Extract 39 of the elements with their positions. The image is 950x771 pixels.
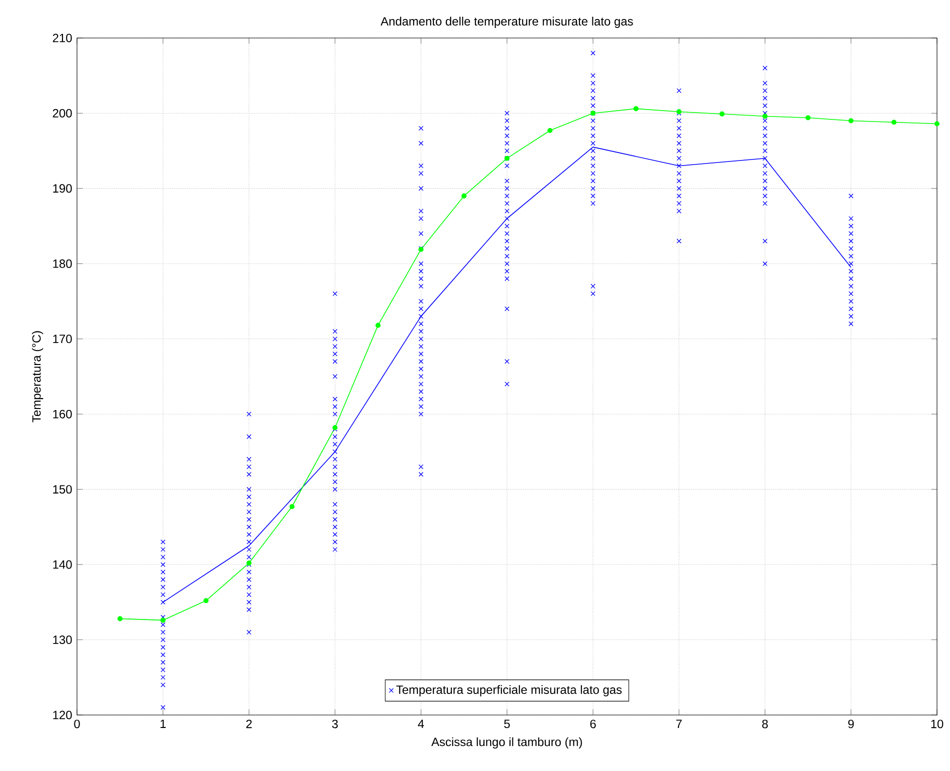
x-tick-label: 9 <box>848 720 854 728</box>
point <box>848 118 854 124</box>
y-tick-label: 170 <box>53 334 72 344</box>
y-tick-label: 120 <box>53 710 72 720</box>
x-tick-label: 4 <box>418 720 424 728</box>
x-axis-title: Ascissa lungo il tamburo (m) <box>431 737 582 749</box>
y-tick-label: 180 <box>53 259 72 268</box>
y-tick-label: 160 <box>53 410 72 418</box>
y-axis-title: Temperatura (°C) <box>32 331 44 422</box>
y-tick-label: 190 <box>53 184 72 193</box>
y-tick-label: 200 <box>52 108 72 118</box>
x-tick-label: 2 <box>246 720 252 728</box>
point <box>160 618 166 623</box>
point <box>117 616 123 622</box>
x-tick-label: 0 <box>74 720 80 728</box>
x-tick-label: 1 <box>160 720 166 728</box>
x-tick-label: 6 <box>590 720 596 728</box>
point <box>891 120 897 125</box>
chart-title: Andamento delle temperature misurate lato gas <box>380 16 633 28</box>
point <box>461 193 467 198</box>
point <box>762 114 768 119</box>
point <box>289 504 295 510</box>
x-tick-label: 3 <box>332 720 338 728</box>
point <box>934 121 940 126</box>
point <box>805 115 811 120</box>
y-tick-label: 140 <box>53 560 72 569</box>
y-tick-label: 210 <box>52 34 72 42</box>
legend-label: Temperatura superficiale misurata lato gas <box>396 685 622 696</box>
y-tick-label: 150 <box>53 485 72 494</box>
point <box>203 598 209 604</box>
x-tick-label: 10 <box>931 720 944 728</box>
x-tick-label: 7 <box>676 720 682 728</box>
x-tick-label: 5 <box>504 720 510 728</box>
point <box>633 106 639 112</box>
point <box>719 111 725 116</box>
x-tick-label: 8 <box>762 720 768 728</box>
point <box>547 128 553 134</box>
y-tick-label: 130 <box>53 636 72 644</box>
point <box>375 322 381 328</box>
